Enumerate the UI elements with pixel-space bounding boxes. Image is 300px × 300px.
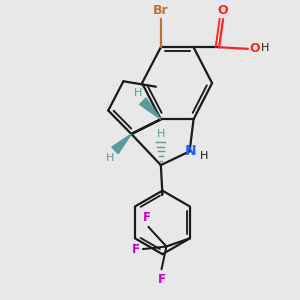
Text: N: N — [185, 144, 197, 158]
Polygon shape — [140, 98, 161, 119]
Text: H: H — [106, 153, 114, 163]
Text: H: H — [157, 129, 165, 139]
Text: H: H — [200, 151, 208, 160]
Text: F: F — [143, 211, 151, 224]
Text: O: O — [218, 4, 228, 16]
Text: O: O — [249, 42, 260, 56]
Polygon shape — [112, 134, 131, 154]
Text: H: H — [260, 43, 269, 53]
Text: Br: Br — [153, 4, 169, 17]
Text: F: F — [158, 273, 166, 286]
Text: H: H — [134, 88, 142, 98]
Text: F: F — [131, 243, 140, 256]
